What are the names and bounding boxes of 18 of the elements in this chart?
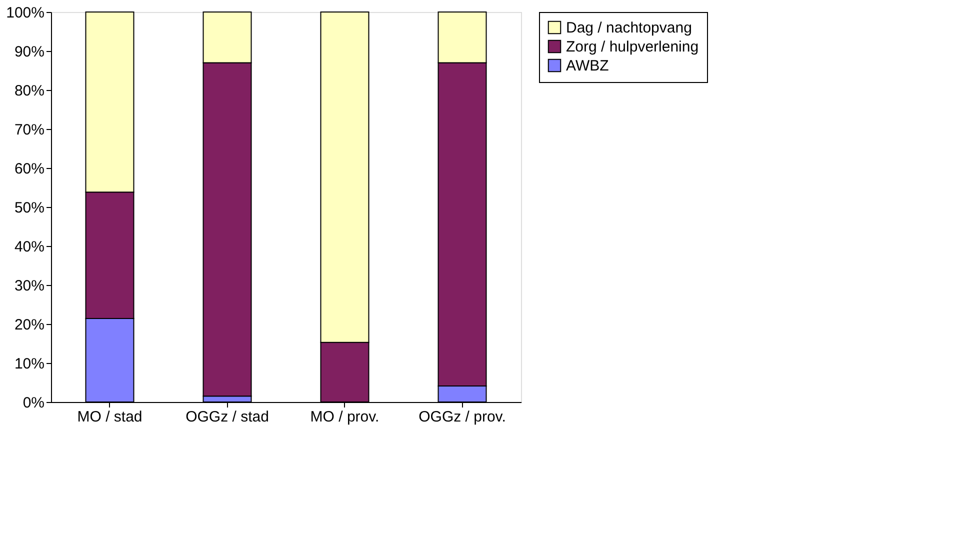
y-tick-label: 90%	[14, 44, 44, 60]
y-tick-label: 20%	[14, 316, 44, 334]
legend-label: AWBZ	[566, 58, 609, 74]
y-tick-label: 50%	[14, 200, 44, 216]
x-tick-label: MO / prov.	[310, 408, 380, 426]
y-tick-label: 30%	[14, 278, 44, 294]
y-tick-label: 0%	[22, 394, 44, 412]
y-tick-label: 100%	[6, 4, 44, 22]
y-tick-label: 60%	[14, 160, 44, 178]
x-tick-label: OGGz / prov.	[418, 408, 506, 426]
legend-label: Zorg / hulpverlening	[566, 38, 699, 56]
y-tick-label: 80%	[14, 82, 44, 100]
legend-label: Dag / nachtopvang	[566, 20, 692, 36]
y-tick-label: 40%	[14, 238, 44, 256]
x-tick-label: OGGz / stad	[186, 408, 269, 426]
x-tick-label: MO / stad	[77, 408, 142, 426]
y-tick-label: 70%	[14, 122, 44, 138]
y-tick-label: 10%	[14, 356, 44, 372]
